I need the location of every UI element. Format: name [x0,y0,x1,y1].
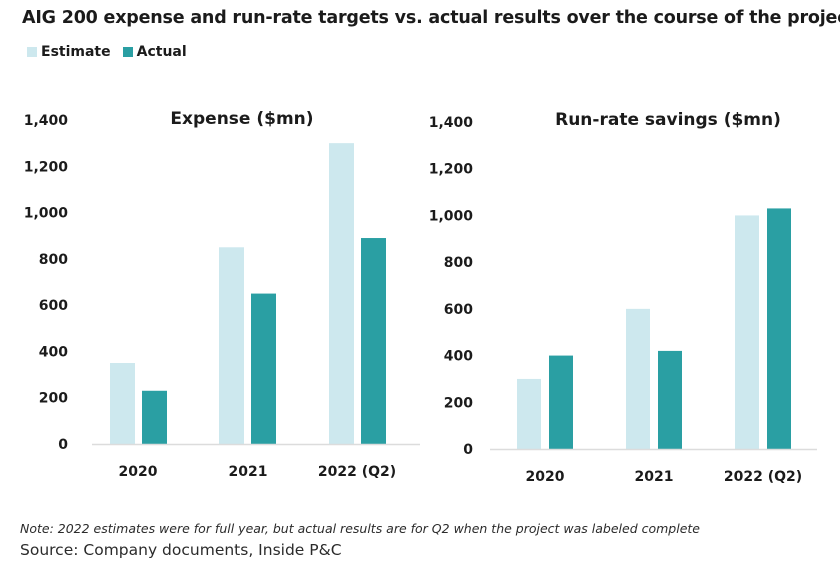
savings-bar-actual [767,208,791,449]
expense-bar-estimate [110,363,135,444]
savings-x-category-label: 2022 (Q2) [724,469,802,485]
savings-y-tick-label: 1,000 [429,208,474,224]
savings-chart-title: Run-rate savings ($mn) [555,110,781,130]
legend-swatch-estimate [27,47,37,57]
expense-bar-actual [251,293,276,444]
expense-y-tick-label: 1,200 [24,159,69,175]
expense-bar-actual [142,390,167,444]
expense-y-tick-label: 600 [39,298,68,314]
savings-x-category-label: 2021 [635,469,674,485]
savings-x-category-label: 2020 [526,469,565,485]
savings-y-tick-label: 1,400 [429,115,474,131]
legend-item-actual: Actual [122,44,187,60]
chart-note: Note: 2022 estimates were for full year,… [20,521,700,536]
expense-x-category-label: 2021 [229,464,268,480]
expense-y-tick-label: 0 [58,437,68,453]
expense-x-category-label: 2022 (Q2) [318,464,396,480]
legend-label-actual: Actual [136,44,187,60]
expense-y-tick-label: 200 [39,391,68,407]
savings-y-tick-label: 200 [444,395,473,411]
savings-y-tick-label: 400 [444,349,473,365]
chart-main-title: AIG 200 expense and run-rate targets vs.… [22,8,840,28]
expense-bar-estimate [329,143,354,444]
savings-bar-actual [549,355,573,449]
savings-y-tick-label: 0 [463,442,473,458]
savings-bar-estimate [735,215,759,449]
chart-source: Source: Company documents, Inside P&C [20,541,342,559]
expense-y-tick-label: 1,400 [24,113,69,129]
expense-y-tick-label: 400 [39,344,68,360]
savings-bar-estimate [626,308,650,449]
legend: Estimate Actual [27,44,199,60]
savings-y-tick-label: 1,200 [429,162,474,178]
expense-bar-estimate [219,247,244,444]
expense-y-tick-label: 800 [39,252,68,268]
legend-label-estimate: Estimate [41,44,111,60]
legend-swatch-actual [122,47,133,57]
savings-bar-actual [658,350,682,449]
expense-y-tick-label: 1,000 [24,206,69,222]
savings-bar-estimate [517,378,541,449]
expense-bar-actual [361,238,386,444]
savings-y-tick-label: 600 [444,302,473,318]
expense-chart-title: Expense ($mn) [170,109,313,129]
legend-item-estimate: Estimate [27,44,111,60]
savings-y-tick-label: 800 [444,255,473,271]
expense-x-category-label: 2020 [119,464,158,480]
